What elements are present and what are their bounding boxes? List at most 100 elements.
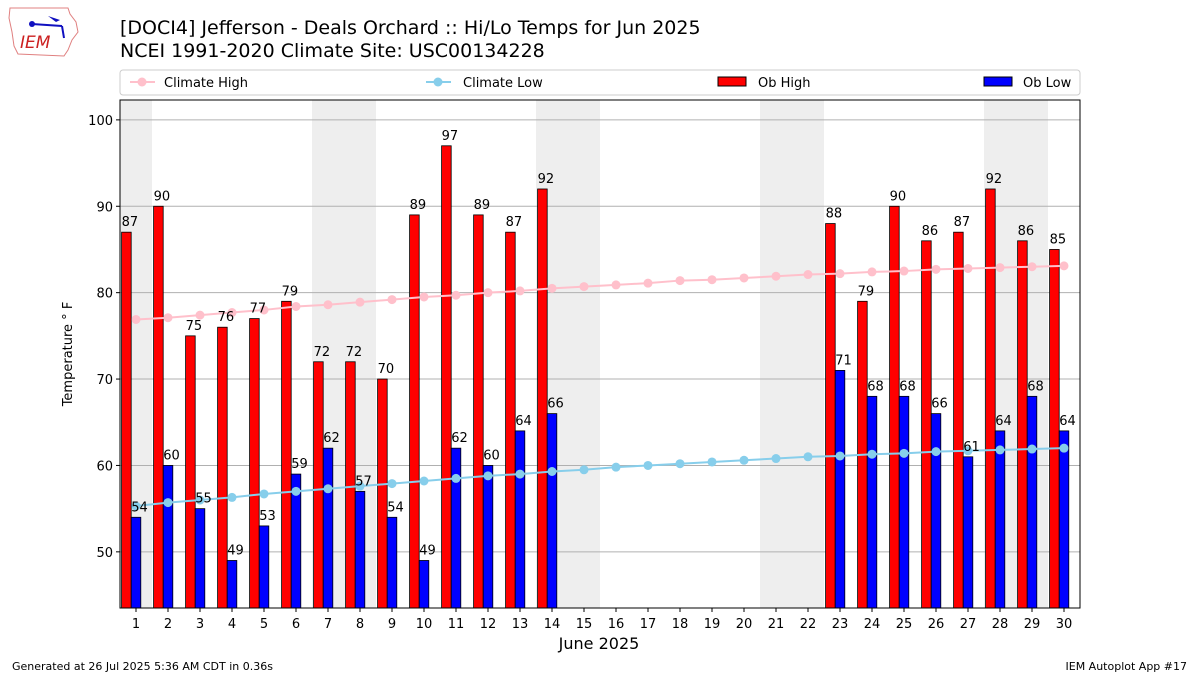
x-tick-label: 18 (672, 617, 689, 632)
legend-climate-high-label: Climate High (164, 76, 248, 91)
ob-high-bar (1049, 249, 1060, 609)
x-tick-label: 15 (576, 617, 593, 632)
ob-low-bar (930, 413, 942, 609)
climate-low-point (611, 462, 621, 472)
ob-high-bar (921, 240, 932, 609)
ob-low-label: 59 (291, 457, 308, 472)
climate-high-point (291, 301, 301, 311)
ob-high-label: 92 (538, 172, 555, 187)
climate-low-point (931, 447, 941, 457)
ob-high-bar (537, 188, 548, 609)
x-tick-label: 2 (164, 617, 172, 632)
x-tick-label: 27 (960, 617, 977, 632)
ob-low-label: 68 (1027, 379, 1044, 394)
ob-low-label: 62 (451, 431, 468, 446)
ob-low-label: 64 (515, 414, 532, 429)
climate-low-point (995, 445, 1005, 455)
climate-high-point (867, 267, 877, 277)
climate-low-point (899, 448, 909, 458)
ob-high-label: 86 (1018, 224, 1035, 239)
climate-low-point (547, 466, 557, 476)
climate-low-point (451, 473, 461, 483)
climate-low-point (1059, 443, 1069, 453)
x-tick-label: 17 (640, 617, 657, 632)
climate-low-point (643, 460, 653, 470)
climate-high-point (899, 266, 909, 276)
ob-high-bar (281, 300, 292, 609)
x-tick-label: 21 (768, 617, 785, 632)
ob-low-label: 60 (483, 448, 500, 463)
climate-high-point (803, 270, 813, 280)
weekend-shade (312, 100, 344, 608)
climate-high-point (995, 263, 1005, 273)
ob-high-bar (185, 335, 196, 609)
svg-text:IEM: IEM (20, 33, 51, 53)
climate-low-point (1027, 444, 1037, 454)
ob-high-label: 85 (1050, 232, 1067, 247)
x-tick-label: 3 (196, 617, 204, 632)
climate-high-point (131, 314, 141, 324)
climate-high-point (579, 282, 589, 292)
y-tick-label: 60 (96, 459, 113, 474)
climate-low-point (771, 454, 781, 464)
x-tick-label: 8 (356, 617, 364, 632)
x-tick-label: 13 (512, 617, 529, 632)
climate-low-point (515, 469, 525, 479)
ob-low-bar (130, 516, 142, 609)
climate-low-point (963, 446, 973, 456)
ob-high-label: 90 (154, 189, 171, 204)
ob-low-bar (194, 508, 206, 609)
climate-low-point (707, 457, 717, 467)
ob-high-bar (345, 361, 356, 609)
x-tick-label: 1 (132, 617, 140, 632)
ob-high-bar (825, 223, 836, 609)
climate-low-point (835, 451, 845, 461)
ob-high-label: 97 (442, 129, 459, 144)
chart-subtitle: NCEI 1991-2020 Climate Site: USC00134228 (120, 40, 545, 62)
weekend-shade (1016, 100, 1048, 608)
climate-low-point (675, 459, 685, 469)
ob-low-label: 60 (163, 448, 180, 463)
y-tick-label: 100 (88, 114, 113, 129)
ob-high-label: 75 (186, 319, 203, 334)
ob-low-bar (994, 430, 1006, 609)
x-tick-label: 20 (736, 617, 753, 632)
y-tick-label: 50 (96, 546, 113, 561)
ob-high-label: 76 (218, 310, 235, 325)
ob-high-bar (857, 300, 868, 609)
ob-low-label: 68 (899, 379, 916, 394)
climate-low-point (323, 484, 333, 494)
x-tick-label: 14 (544, 617, 561, 632)
ob-low-label: 55 (195, 492, 212, 507)
ob-high-bar (121, 231, 132, 609)
climate-low-point (739, 455, 749, 465)
ob-high-label: 89 (474, 198, 491, 213)
ob-high-bar (249, 318, 260, 609)
climate-low-point (387, 479, 397, 489)
climate-high-point (611, 280, 621, 290)
ob-high-label: 72 (314, 345, 331, 360)
climate-high-point (163, 313, 173, 323)
climate-high-point (675, 276, 685, 286)
ob-low-bar (450, 447, 462, 609)
climate-low-point (355, 481, 365, 491)
ob-low-bar (258, 525, 270, 609)
climate-high-point (1027, 262, 1037, 272)
ob-high-bar (409, 214, 420, 609)
ob-high-bar (153, 205, 164, 609)
x-axis-label: June 2025 (558, 634, 640, 653)
legend-climate-low-label: Climate Low (463, 76, 543, 91)
ob-low-bar (418, 560, 430, 609)
weekend-shade (568, 100, 600, 608)
ob-high-bar (473, 214, 484, 609)
chart-title: [DOCI4] Jefferson - Deals Orchard :: Hi/… (120, 17, 701, 39)
legend-climate-low-marker (433, 77, 443, 87)
weekend-shade (792, 100, 824, 608)
climate-high-line (135, 264, 1065, 321)
climate-low-line (135, 447, 1065, 508)
ob-low-bar (1026, 395, 1038, 609)
legend-ob-high-icon (717, 76, 747, 87)
ob-low-bar (386, 516, 398, 609)
ob-low-bar (226, 560, 238, 609)
